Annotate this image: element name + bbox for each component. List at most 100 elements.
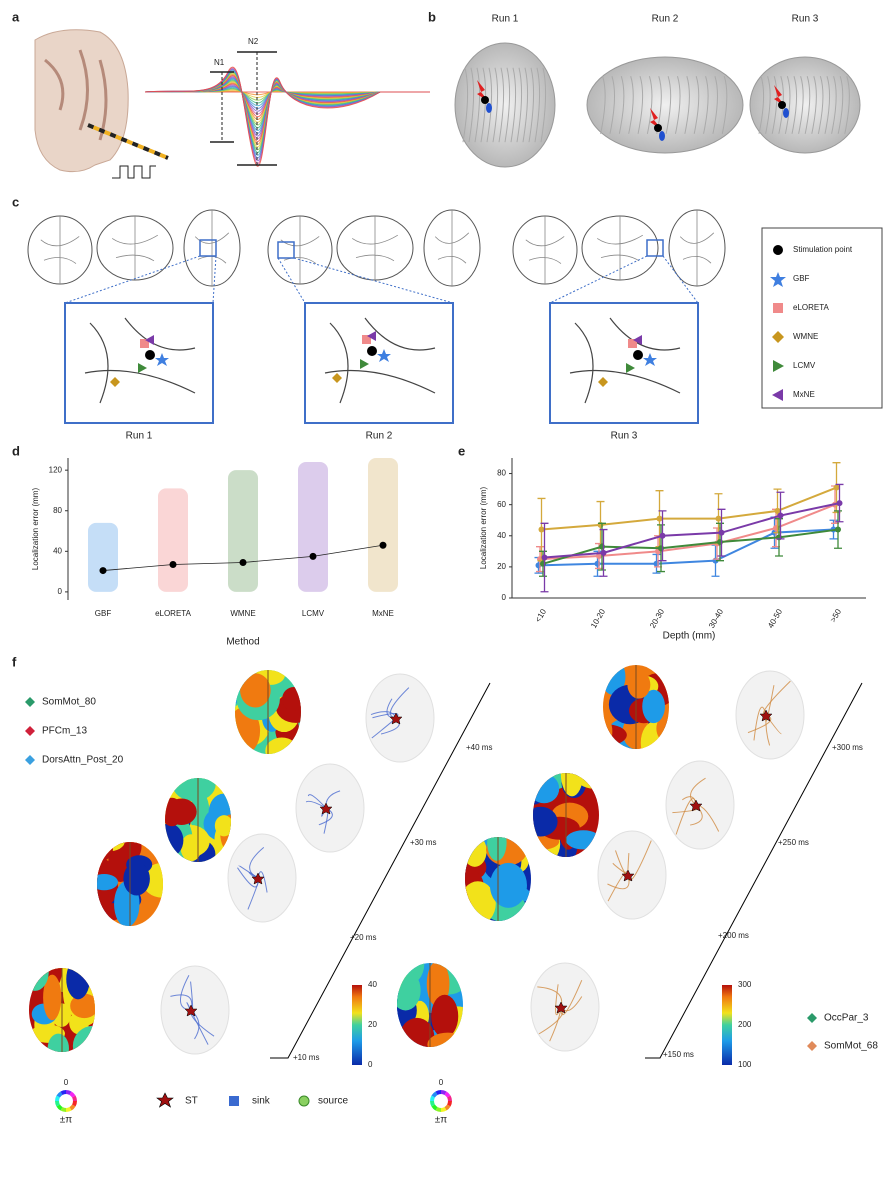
patch (97, 842, 114, 861)
spread (158, 488, 188, 592)
m-gbf (643, 353, 657, 366)
point (659, 532, 666, 539)
color-brain (29, 968, 95, 1052)
time-label: +30 ms (410, 838, 436, 847)
sulcus (618, 76, 625, 134)
phase-wheel (60, 1090, 66, 1095)
m-stim (633, 350, 643, 360)
sulcus (609, 76, 615, 134)
region-marker (807, 1041, 817, 1051)
series-line (544, 502, 840, 559)
phase-wheel (66, 1107, 72, 1112)
phase-wheel (444, 1091, 451, 1098)
phase-label: 0 (439, 1078, 444, 1087)
phase-wheel (441, 1090, 447, 1095)
zoom-link (549, 255, 648, 304)
symbol-label: ST (185, 1096, 198, 1107)
cortex (749, 56, 861, 154)
point (600, 549, 607, 556)
sulcus (504, 67, 511, 143)
sulcus (765, 76, 771, 134)
point (774, 507, 781, 514)
mean-point (99, 567, 107, 575)
zoom-link (277, 257, 306, 304)
patch (642, 689, 665, 724)
patch (465, 837, 487, 867)
sulcus (811, 76, 817, 134)
evoked-trace (144, 76, 430, 140)
phase-wheel (56, 1091, 63, 1098)
time-label: +20 ms (350, 933, 376, 942)
phase-wheel (431, 1091, 438, 1098)
x-tick-label: GBF (95, 609, 112, 618)
stim-point (481, 96, 489, 104)
m-mxne (145, 335, 154, 345)
st-star (319, 802, 333, 815)
evoked-trace (144, 76, 430, 137)
colorbar-label: 200 (738, 1020, 752, 1029)
evoked-trace (144, 85, 430, 109)
patch (185, 778, 213, 792)
sulcus (831, 76, 837, 134)
sulcus (600, 76, 606, 134)
zoom-box (277, 241, 295, 259)
source-blob (783, 108, 789, 118)
phase-wheel (55, 1095, 60, 1101)
patch (240, 673, 271, 708)
st-star (251, 872, 265, 885)
m-wmne (110, 377, 120, 387)
evoked-trace (144, 68, 430, 161)
cortex (586, 56, 744, 154)
phase-wheel (60, 1107, 66, 1112)
spread (298, 462, 328, 592)
sulcus (665, 76, 672, 134)
brain-lines (679, 210, 715, 286)
phase-wheel (430, 1095, 435, 1101)
y-tick-label: 80 (53, 506, 62, 515)
patch (533, 806, 558, 837)
phase-wheel (55, 1101, 60, 1107)
y-axis-label: Localization error (mm) (31, 488, 40, 571)
patch (47, 1033, 69, 1052)
evoked-trace (144, 70, 430, 156)
m-gbf (155, 353, 169, 366)
evoked-trace (144, 74, 430, 145)
sulcus (837, 76, 844, 134)
mean-point (309, 552, 317, 560)
sulcus (522, 67, 529, 143)
patch (533, 774, 560, 804)
patch (603, 724, 627, 746)
electrode (87, 123, 169, 160)
phase-wheel (69, 1104, 76, 1111)
patch (427, 1032, 463, 1047)
flow-line (305, 800, 327, 809)
phase-wheel (435, 1107, 441, 1112)
y-tick-label: 120 (49, 465, 63, 474)
phase-wheel (441, 1107, 447, 1112)
sulcus (693, 76, 700, 134)
x-tick-label: eLORETA (155, 609, 192, 618)
y-tick-label: 0 (58, 587, 63, 596)
series-line (542, 528, 839, 565)
evoked-trace (144, 83, 430, 118)
sulcus (684, 76, 690, 134)
x-tick-label: 30-40 (707, 607, 725, 630)
time-label: +200 ms (718, 931, 749, 940)
sulcus (498, 67, 505, 143)
symbol-label: source (318, 1096, 348, 1107)
patch (489, 862, 527, 908)
evoked-trace (144, 78, 430, 131)
patch (43, 974, 62, 1021)
zoom-panel (304, 302, 454, 424)
color-brain (397, 963, 463, 1047)
y-tick-label: 40 (497, 531, 506, 540)
colorbar-label: 40 (368, 980, 377, 989)
zoom-sulci (324, 317, 436, 404)
run-label: Run 3 (611, 431, 638, 442)
sulcus (462, 67, 469, 143)
phase-wheel (447, 1101, 452, 1107)
legend-label: GBF (793, 274, 810, 283)
m-lcmv (626, 363, 635, 373)
series-line (538, 528, 834, 567)
